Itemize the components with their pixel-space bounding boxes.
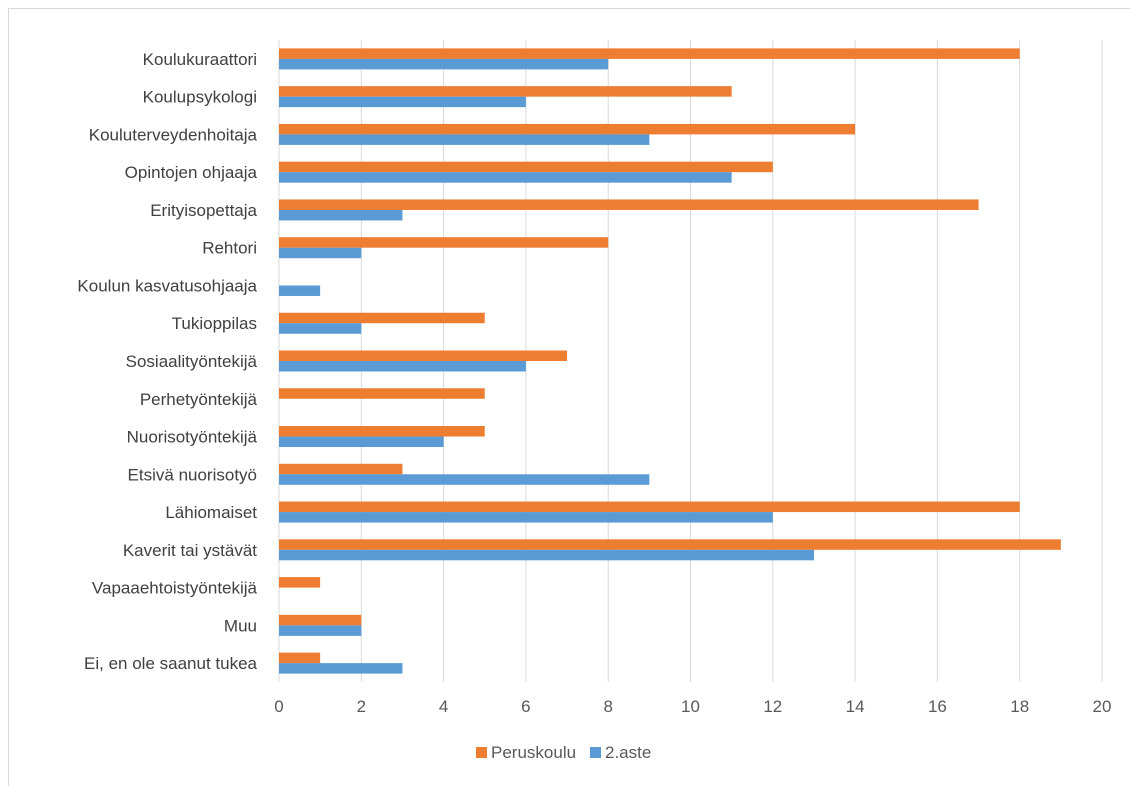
category-label: Perhetyöntekijä bbox=[140, 390, 258, 409]
bar-toinen-aste bbox=[279, 549, 814, 561]
bar-peruskoulu bbox=[279, 86, 732, 97]
bar-peruskoulu bbox=[279, 463, 403, 475]
bar-peruskoulu bbox=[279, 350, 568, 361]
category-label: Nuorisotyöntekijä bbox=[127, 428, 258, 447]
x-tick-label: 16 bbox=[928, 697, 947, 716]
bar-peruskoulu bbox=[279, 161, 773, 173]
x-tick-label: 8 bbox=[603, 697, 612, 716]
x-tick-label: 12 bbox=[763, 697, 782, 716]
bar-peruskoulu bbox=[279, 577, 321, 588]
category-label: Etsivä nuorisotyö bbox=[128, 465, 257, 484]
bar-toinen-aste bbox=[279, 172, 732, 183]
category-label: Koulupsykologi bbox=[143, 88, 257, 107]
category-label: Muu bbox=[224, 616, 257, 635]
bar-peruskoulu bbox=[279, 501, 1020, 513]
x-tick-label: 10 bbox=[681, 697, 700, 716]
bar-toinen-aste bbox=[279, 361, 526, 372]
bar-peruskoulu bbox=[279, 48, 1020, 59]
x-tick-label: 0 bbox=[274, 697, 283, 716]
x-tick-label: 6 bbox=[521, 697, 530, 716]
bar-peruskoulu bbox=[279, 614, 362, 626]
bar-peruskoulu bbox=[279, 312, 485, 324]
category-label: Tukioppilas bbox=[172, 314, 257, 333]
legend: Peruskoulu 2.aste bbox=[476, 743, 651, 762]
category-label: Vapaaehtoistyöntekijä bbox=[92, 579, 258, 598]
legend-swatch bbox=[590, 747, 601, 758]
category-label: Erityisopettaja bbox=[150, 201, 257, 220]
bar-toinen-aste bbox=[279, 323, 362, 334]
bar-toinen-aste bbox=[279, 96, 526, 108]
bar-toinen-aste bbox=[279, 58, 609, 70]
x-tick-label: 20 bbox=[1093, 697, 1112, 716]
bar-toinen-aste bbox=[279, 247, 362, 259]
bar-toinen-aste bbox=[279, 436, 444, 448]
gridlines bbox=[278, 40, 1103, 682]
legend-swatch bbox=[476, 747, 487, 758]
x-tick-label: 4 bbox=[439, 697, 448, 716]
legend-label: 2.aste bbox=[605, 743, 651, 762]
category-label: Koulukuraattori bbox=[143, 50, 257, 69]
bar-toinen-aste bbox=[279, 474, 650, 485]
category-label: Sosiaalityöntekijä bbox=[126, 352, 258, 371]
chart-frame: Koulukuraattori Koulupsykologi Koulutervey… bbox=[8, 8, 1130, 786]
category-label: Koulun kasvatusohjaaja bbox=[77, 276, 257, 295]
category-label: Kaverit tai ystävät bbox=[123, 541, 257, 560]
bar-peruskoulu bbox=[279, 123, 856, 135]
bar-toinen-aste bbox=[279, 512, 773, 523]
bar-chart: Koulukuraattori Koulupsykologi Koulutervey… bbox=[77, 40, 1111, 762]
bar-peruskoulu bbox=[279, 426, 485, 437]
bar-peruskoulu bbox=[279, 199, 979, 210]
category-label: Rehtori bbox=[202, 239, 257, 258]
bar-toinen-aste bbox=[279, 209, 403, 221]
x-tick-label: 18 bbox=[1010, 697, 1029, 716]
x-tick-label: 2 bbox=[357, 697, 366, 716]
bar-peruskoulu bbox=[279, 237, 609, 248]
bar-toinen-aste bbox=[279, 134, 650, 145]
category-label: Ei, en ole saanut tukea bbox=[84, 654, 258, 673]
category-label: Opintojen ohjaaja bbox=[125, 163, 258, 182]
x-axis-ticks: 0 2 4 6 8 10 12 14 16 18 20 bbox=[274, 697, 1111, 716]
bar-toinen-aste bbox=[279, 663, 403, 674]
x-tick-label: 14 bbox=[846, 697, 865, 716]
bar-toinen-aste bbox=[279, 285, 321, 296]
bar-peruskoulu bbox=[279, 388, 485, 399]
bar-peruskoulu bbox=[279, 539, 1061, 550]
bar-toinen-aste bbox=[279, 625, 362, 636]
bar-peruskoulu bbox=[279, 652, 321, 664]
category-label: Lähiomaiset bbox=[165, 503, 257, 522]
legend-label: Peruskoulu bbox=[491, 743, 576, 762]
bars bbox=[279, 48, 1061, 674]
category-label: Kouluterveydenhoitaja bbox=[89, 125, 258, 144]
category-labels: Koulukuraattori Koulupsykologi Koulutervey… bbox=[77, 50, 257, 673]
